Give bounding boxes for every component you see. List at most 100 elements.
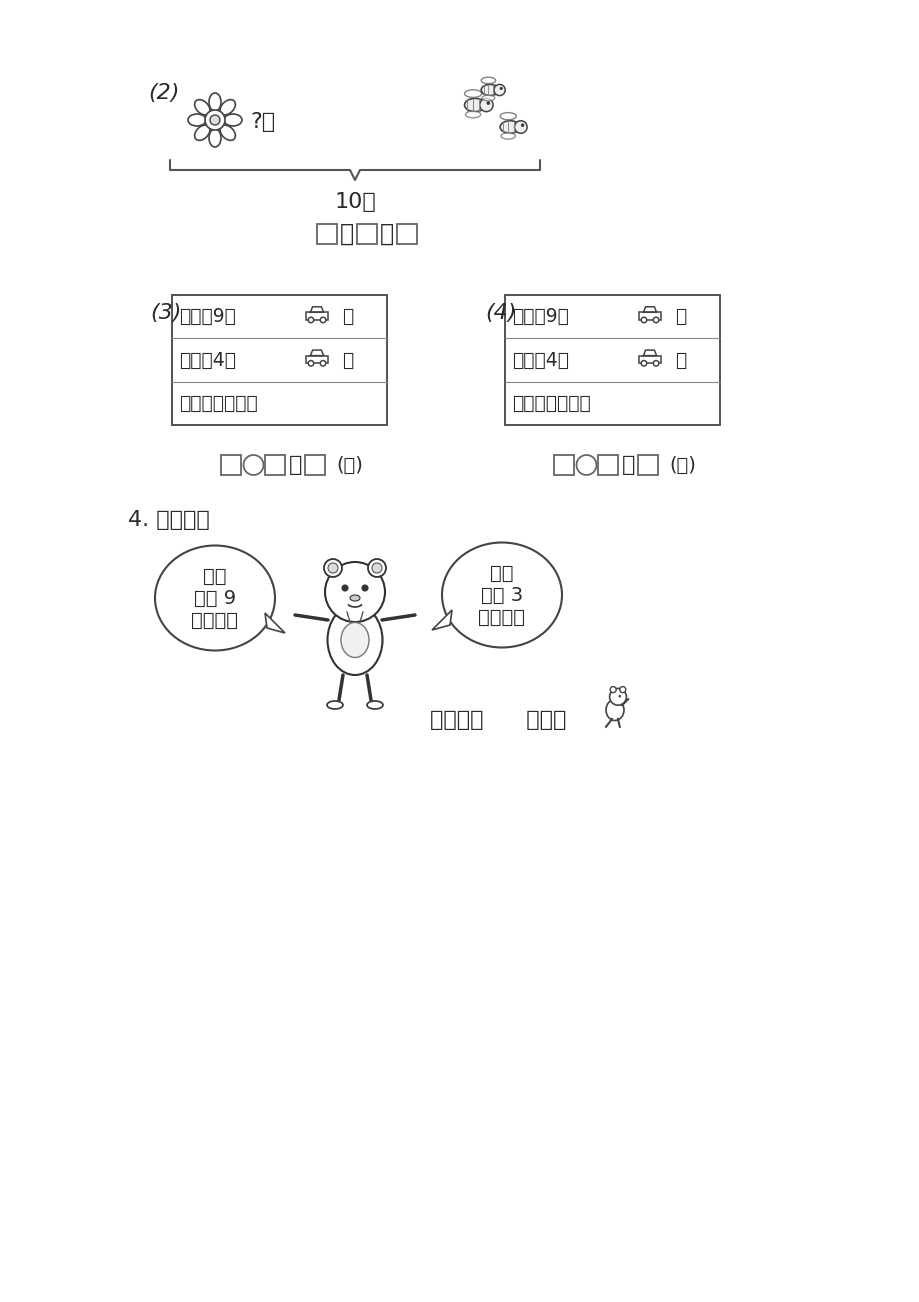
Bar	[357, 224, 377, 243]
Circle shape	[368, 559, 386, 577]
Ellipse shape	[349, 595, 359, 602]
Ellipse shape	[326, 700, 343, 710]
Text: 面有 9: 面有 9	[194, 589, 236, 608]
Circle shape	[479, 99, 493, 112]
Circle shape	[308, 361, 313, 366]
Text: ＝: ＝	[380, 223, 393, 246]
Circle shape	[342, 585, 347, 591]
Ellipse shape	[500, 112, 516, 120]
Ellipse shape	[327, 605, 382, 674]
Bar	[505, 296, 720, 424]
Bar	[306, 312, 328, 320]
Text: 4. 猜一猜。: 4. 猜一猜。	[128, 510, 210, 530]
Text: 个朋友。: 个朋友。	[191, 611, 238, 629]
Text: ＝: ＝	[289, 454, 301, 475]
Circle shape	[499, 87, 502, 90]
Circle shape	[609, 686, 616, 693]
Ellipse shape	[482, 95, 494, 100]
Circle shape	[205, 109, 225, 130]
Text: 一共有几辆车？: 一共有几辆车？	[179, 393, 257, 413]
Text: 我后: 我后	[490, 564, 513, 582]
Text: 我前: 我前	[203, 566, 226, 586]
Bar	[305, 454, 325, 475]
Bar	[306, 355, 328, 363]
Ellipse shape	[341, 622, 369, 658]
Text: 车场有9辆: 车场有9辆	[179, 307, 235, 327]
Text: 一共有（      ）只。: 一共有（ ）只。	[429, 710, 566, 730]
Text: 10只: 10只	[334, 191, 376, 212]
Text: ，: ，	[342, 307, 353, 327]
Circle shape	[576, 454, 596, 475]
Text: 。: 。	[342, 350, 353, 370]
Circle shape	[320, 361, 325, 366]
Circle shape	[244, 454, 263, 475]
Ellipse shape	[209, 129, 221, 147]
Ellipse shape	[500, 121, 519, 133]
Circle shape	[521, 124, 524, 126]
Bar	[397, 224, 416, 243]
Text: 开走了4辆: 开走了4辆	[512, 350, 568, 370]
Bar	[172, 296, 387, 424]
Bar	[221, 454, 241, 475]
Ellipse shape	[606, 699, 623, 720]
Circle shape	[210, 115, 220, 125]
Ellipse shape	[464, 99, 485, 112]
Text: 还剩下几辆车？: 还剩下几辆车？	[512, 393, 590, 413]
Circle shape	[641, 361, 646, 366]
Ellipse shape	[481, 85, 498, 95]
Bar	[598, 454, 618, 475]
Text: 车场有9辆: 车场有9辆	[512, 307, 568, 327]
Polygon shape	[432, 611, 451, 630]
Text: －: －	[339, 223, 354, 246]
Bar	[638, 454, 658, 475]
Text: (辆): (辆)	[669, 456, 696, 474]
Circle shape	[324, 562, 384, 622]
Bar	[554, 454, 573, 475]
Bar	[639, 355, 660, 363]
Circle shape	[619, 686, 625, 693]
Bar	[639, 312, 660, 320]
Bar	[266, 454, 285, 475]
Circle shape	[486, 102, 489, 104]
Text: (3): (3)	[150, 303, 181, 323]
Ellipse shape	[367, 700, 382, 710]
Text: ＝: ＝	[621, 454, 634, 475]
Ellipse shape	[464, 90, 482, 98]
Ellipse shape	[481, 77, 495, 83]
Circle shape	[514, 121, 527, 133]
Text: 面有 3: 面有 3	[481, 586, 523, 604]
Circle shape	[652, 318, 658, 323]
Text: (辆): (辆)	[336, 456, 363, 474]
Circle shape	[371, 562, 381, 573]
Ellipse shape	[195, 125, 210, 141]
Ellipse shape	[220, 100, 235, 115]
Text: ?只: ?只	[250, 112, 275, 132]
Circle shape	[320, 318, 325, 323]
Ellipse shape	[154, 546, 275, 651]
Ellipse shape	[441, 543, 562, 647]
Circle shape	[361, 585, 368, 591]
Text: 个朋友。: 个朋友。	[478, 608, 525, 626]
Circle shape	[652, 361, 658, 366]
Bar	[317, 224, 336, 243]
Ellipse shape	[220, 125, 235, 141]
Circle shape	[641, 318, 646, 323]
Text: 开来了4辆: 开来了4辆	[179, 350, 236, 370]
Ellipse shape	[465, 111, 481, 117]
Circle shape	[323, 559, 342, 577]
Circle shape	[328, 562, 337, 573]
Ellipse shape	[223, 115, 242, 126]
Ellipse shape	[187, 115, 206, 126]
Text: ，: ，	[675, 307, 686, 327]
Text: (4): (4)	[484, 303, 516, 323]
Ellipse shape	[209, 92, 221, 111]
Text: (2): (2)	[148, 83, 179, 103]
Circle shape	[609, 689, 626, 706]
Polygon shape	[265, 613, 285, 633]
Ellipse shape	[195, 100, 210, 115]
Ellipse shape	[501, 133, 515, 139]
Circle shape	[618, 695, 620, 697]
Text: 。: 。	[675, 350, 686, 370]
Circle shape	[308, 318, 313, 323]
Circle shape	[494, 85, 505, 95]
